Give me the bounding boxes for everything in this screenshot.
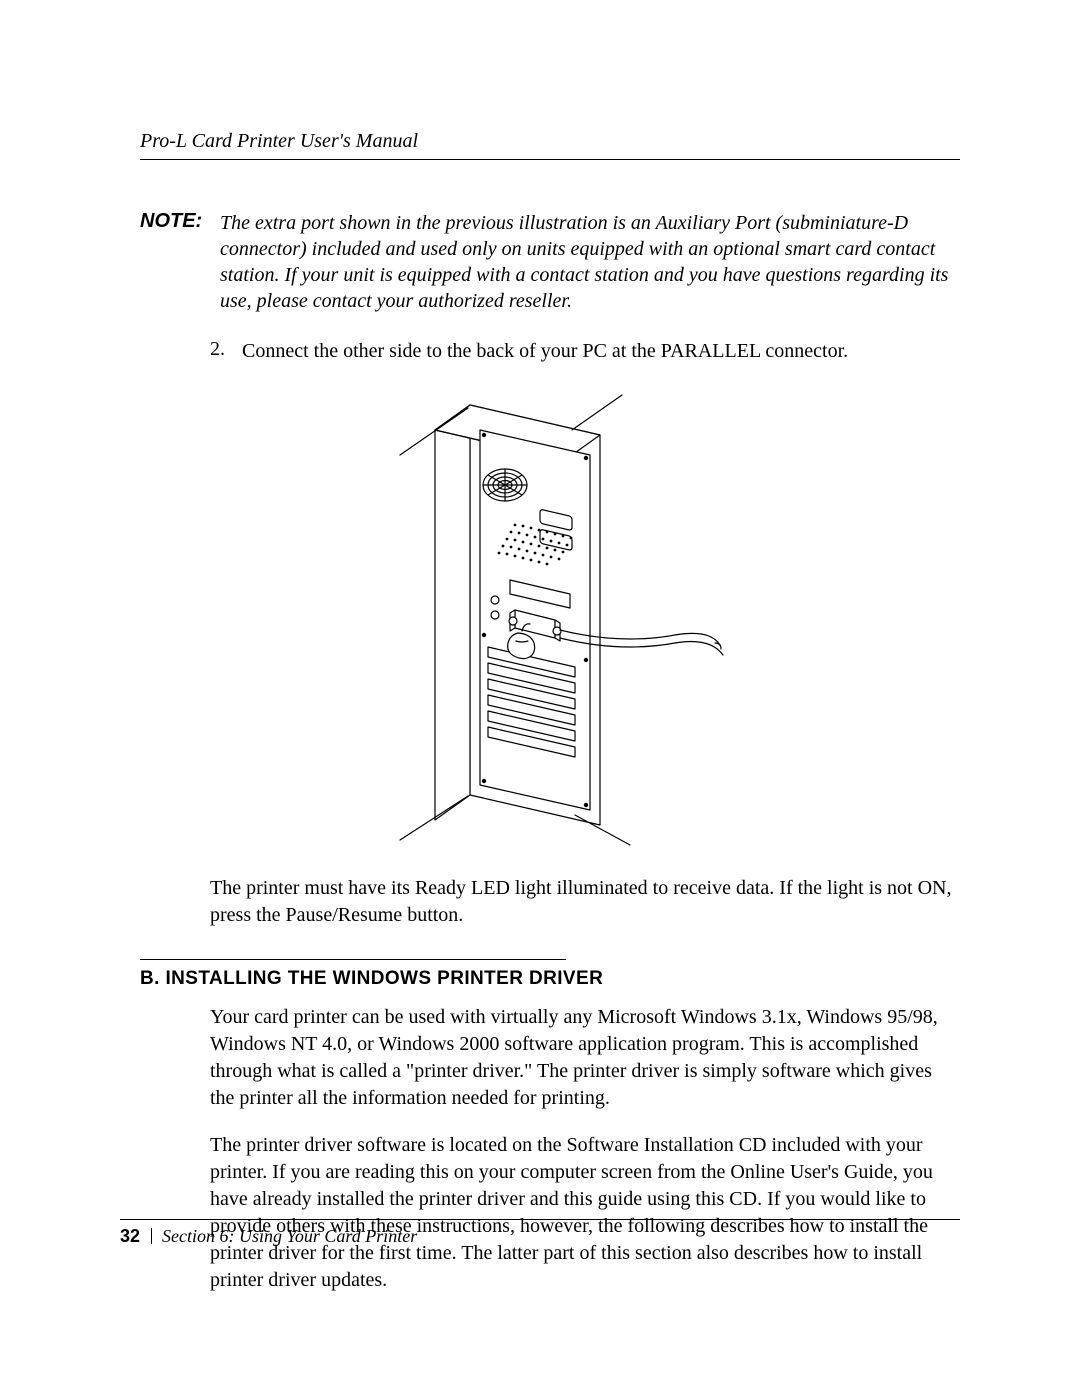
step-number: 2. [210,338,242,365]
figure-pc-parallel-port [140,375,960,855]
footer-line: 32 Section 6: Using Your Card Printer [120,1226,960,1247]
running-header: Pro-L Card Printer User's Manual [140,130,960,153]
page-footer: 32 Section 6: Using Your Card Printer [120,1219,960,1247]
section-b-para-1: Your card printer can be used with virtu… [210,1004,960,1112]
pc-back-illustration [340,375,760,855]
footer-page-number: 32 [120,1226,140,1246]
ready-led-paragraph: The printer must have its Ready LED ligh… [210,875,960,929]
manual-page: Pro-L Card Printer User's Manual NOTE: T… [0,0,1080,1397]
section-b-para-2: The printer driver software is located o… [210,1132,960,1294]
footer-rule [120,1219,960,1220]
note-text: The extra port shown in the previous ill… [220,210,960,314]
header-rule [140,159,960,160]
footer-separator [151,1228,152,1244]
section-b-rule [140,959,566,960]
footer-section-label: Section 6: Using Your Card Printer [162,1226,417,1246]
step-text: Connect the other side to the back of yo… [242,338,960,365]
section-b-title: B. INSTALLING THE WINDOWS PRINTER DRIVER [140,968,960,990]
note-block: NOTE: The extra port shown in the previo… [140,210,960,314]
note-label: NOTE: [140,210,220,314]
step-2: 2. Connect the other side to the back of… [210,338,960,365]
